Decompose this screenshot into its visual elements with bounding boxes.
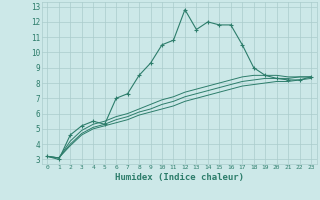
X-axis label: Humidex (Indice chaleur): Humidex (Indice chaleur) <box>115 173 244 182</box>
